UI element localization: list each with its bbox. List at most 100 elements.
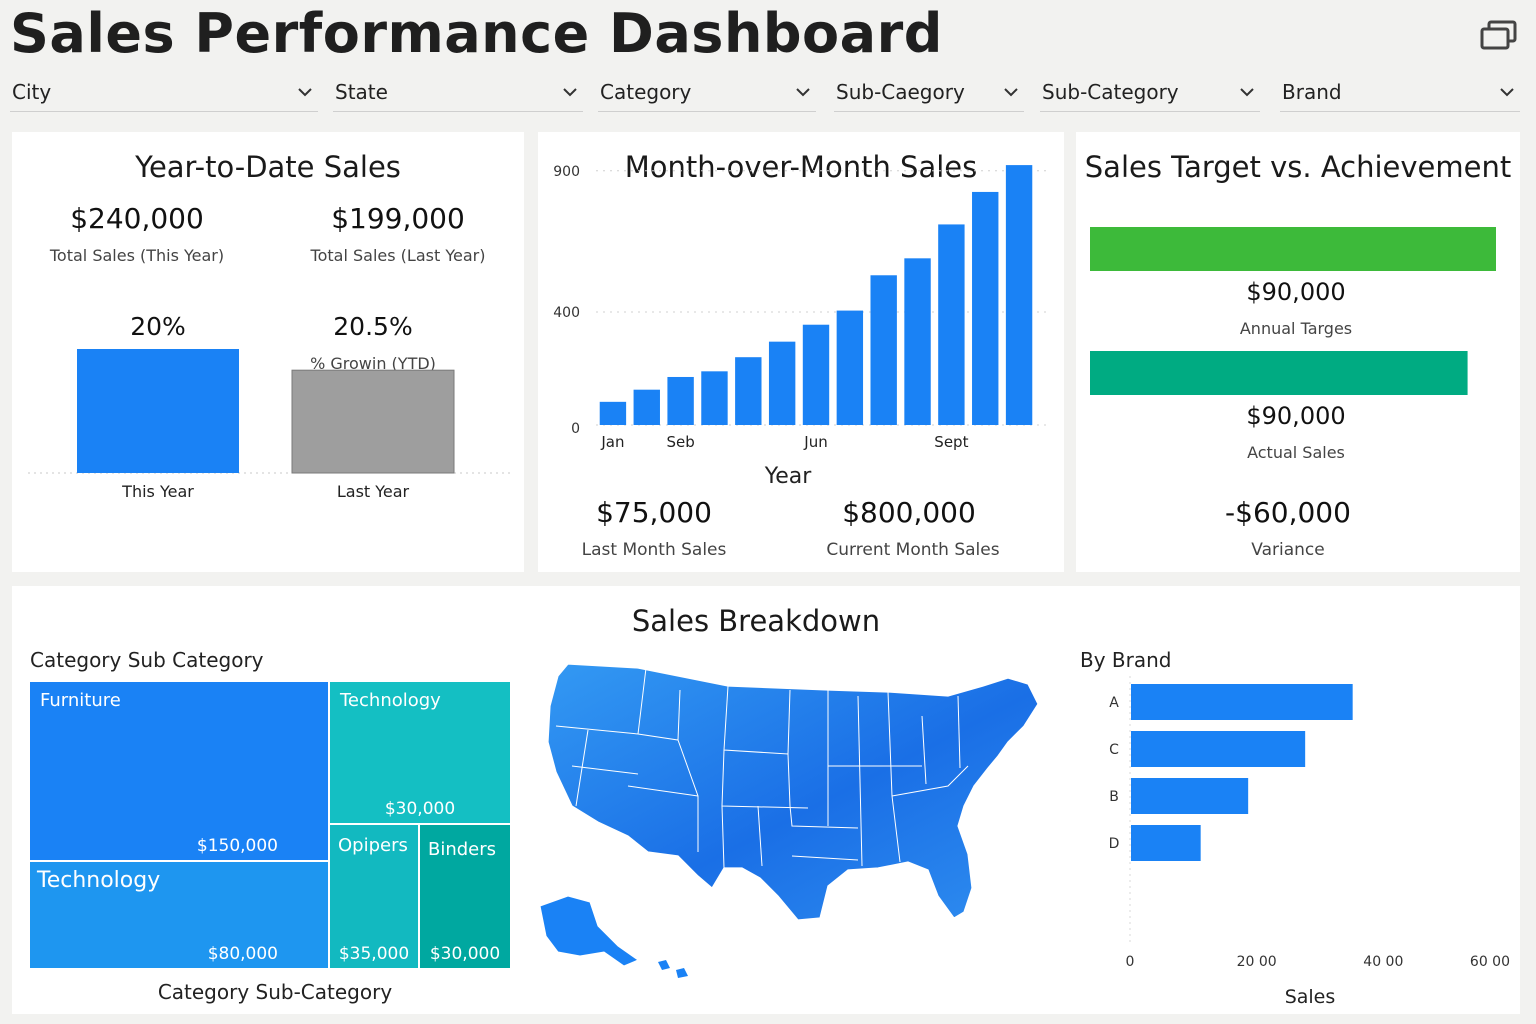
brand-title: By Brand — [1080, 648, 1172, 672]
variance-label: Variance — [1251, 540, 1325, 560]
treemap-tile-opipers[interactable]: Opipers $35,000 — [330, 825, 418, 968]
tile-name: Opipers — [338, 835, 408, 856]
mom-bar[interactable] — [836, 310, 864, 425]
ytd-bar-this-year[interactable] — [77, 349, 239, 473]
tile-value: $30,000 — [384, 799, 456, 819]
filter-city[interactable]: City — [10, 74, 318, 112]
tile-value: $80,000 — [207, 944, 278, 964]
ytd-title: Year-to-Date Sales — [135, 150, 401, 184]
tile-name: Technology — [340, 690, 441, 711]
ytd-bar-last-year[interactable] — [291, 369, 455, 474]
y-tick-label: 400 — [553, 305, 580, 321]
x-tick-label: 40 00 — [1363, 954, 1403, 970]
x-tick-label: 0 — [1126, 954, 1135, 970]
mom-current-month-label: Current Month Sales — [826, 540, 1000, 560]
mom-bar[interactable] — [633, 389, 660, 425]
ytd-bar-chart — [28, 349, 512, 474]
treemap-tile-binders[interactable]: Binders $30,000 — [420, 825, 510, 968]
filter-label: Sub-Category — [1042, 80, 1179, 104]
tile-value: $150,000 — [196, 836, 278, 856]
target-title: Sales Target vs. Achievement — [1084, 150, 1512, 184]
mom-current-month-value: $800,000 — [842, 496, 976, 529]
x-tick-label: Sept — [934, 433, 968, 451]
category-treemap: Furniture $150,000 Technology $30,000 Te… — [30, 682, 510, 968]
y-tick-label: D — [1109, 836, 1120, 852]
tile-name: Technology — [37, 868, 161, 893]
mom-last-month-label: Last Month Sales — [581, 540, 727, 560]
state-borders — [555, 667, 969, 869]
mom-bar[interactable] — [938, 224, 965, 425]
brand-bar-d[interactable] — [1131, 825, 1201, 861]
mom-title: Month-over-Month Sales — [624, 150, 978, 184]
filter-category[interactable]: Category — [598, 74, 816, 112]
filter-bar: City State Category Sub-Caegory Sub-Cate… — [0, 74, 1536, 114]
mom-bar[interactable] — [599, 401, 627, 425]
filter-sub-caegory[interactable]: Sub-Caegory — [834, 74, 1024, 112]
tile-value: $35,000 — [338, 944, 410, 964]
mom-bar[interactable] — [802, 324, 830, 425]
filter-label: Brand — [1282, 80, 1342, 104]
ytd-card: Year-to-Date Sales $240,000 Total Sales … — [12, 132, 524, 572]
filter-label: Sub-Caegory — [836, 80, 965, 104]
x-tick-label: Seb — [666, 433, 694, 451]
brand-bar-c[interactable] — [1131, 731, 1306, 767]
ytd-this-year-pct: 20% — [130, 312, 186, 341]
annual-target-label: Annual Targes — [1239, 319, 1353, 338]
x-tick-label: 20 00 — [1237, 954, 1277, 970]
annual-target-value: $90,000 — [1246, 278, 1346, 306]
ytd-growth-label: % Growin (YTD) — [310, 354, 436, 373]
breakdown-card: Sales Breakdown Category Sub Category Fu… — [12, 586, 1520, 1014]
x-tick-label: Jan — [600, 433, 624, 451]
x-tick-label: 60 00 — [1470, 954, 1510, 970]
filter-label: City — [12, 80, 52, 104]
brand-bar-chart: 0 20 00 40 00 60 00 A C B D — [1109, 676, 1510, 970]
mom-bar[interactable] — [870, 275, 897, 425]
mom-bar[interactable] — [735, 357, 762, 425]
y-tick-label: C — [1109, 742, 1119, 758]
chevron-down-icon — [1500, 88, 1514, 97]
chevron-down-icon — [298, 88, 312, 97]
actual-sales-label: Actual Sales — [1247, 443, 1345, 462]
ytd-last-year-label: Total Sales (Last Year) — [310, 246, 486, 265]
ytd-this-year-label: Total Sales (This Year) — [49, 246, 225, 265]
y-tick-label: 900 — [553, 164, 580, 180]
treemap-tile-technology-2[interactable]: Technology $80,000 — [30, 862, 328, 968]
mom-bar[interactable] — [1005, 165, 1033, 425]
brand-bar-b[interactable] — [1131, 778, 1249, 814]
target-card: Sales Target vs. Achievement $90,000 Ann… — [1076, 132, 1520, 572]
y-tick-label: 0 — [571, 421, 580, 437]
chevron-down-icon — [1240, 88, 1254, 97]
tile-name: Binders — [428, 839, 497, 860]
brand-bar-a[interactable] — [1131, 684, 1353, 720]
filter-brand[interactable]: Brand — [1280, 74, 1520, 112]
variance-value: -$60,000 — [1225, 496, 1351, 529]
bar-label-last-year: Last Year — [336, 482, 410, 501]
actual-sales-bar[interactable] — [1090, 351, 1468, 395]
mom-bar[interactable] — [701, 371, 728, 425]
restore-window-icon[interactable] — [1480, 20, 1518, 50]
us-states-map[interactable] — [528, 656, 1068, 996]
treemap-tile-furniture[interactable]: Furniture $150,000 — [30, 682, 328, 860]
brand-xlabel: Sales — [1284, 986, 1336, 1008]
ytd-last-year-value: $199,000 — [331, 202, 465, 235]
chevron-down-icon — [1004, 88, 1018, 97]
treemap-tile-technology[interactable]: Technology $30,000 — [330, 682, 510, 823]
annual-target-bar[interactable] — [1090, 227, 1496, 271]
mom-bar[interactable] — [972, 191, 999, 425]
mom-bar[interactable] — [904, 258, 931, 425]
breakdown-title: Sales Breakdown — [631, 604, 881, 638]
us-mainland — [547, 663, 1039, 921]
mom-bar[interactable] — [667, 376, 694, 425]
ytd-this-year-value: $240,000 — [70, 202, 204, 235]
chevron-down-icon — [796, 88, 810, 97]
filter-state[interactable]: State — [333, 74, 583, 112]
filter-sub-category[interactable]: Sub-Category — [1040, 74, 1260, 112]
actual-sales-value: $90,000 — [1246, 402, 1346, 430]
bar-label-this-year: This Year — [122, 482, 194, 501]
y-tick-label: A — [1109, 695, 1119, 711]
page-title: Sales Performance Dashboard — [10, 2, 943, 65]
mom-bar-chart: 0 400 900 Jan Seb Jun Sept — [553, 164, 1046, 451]
us-hawaii — [658, 960, 688, 978]
mom-bar[interactable] — [768, 341, 796, 425]
x-tick-label: Jun — [803, 433, 827, 451]
